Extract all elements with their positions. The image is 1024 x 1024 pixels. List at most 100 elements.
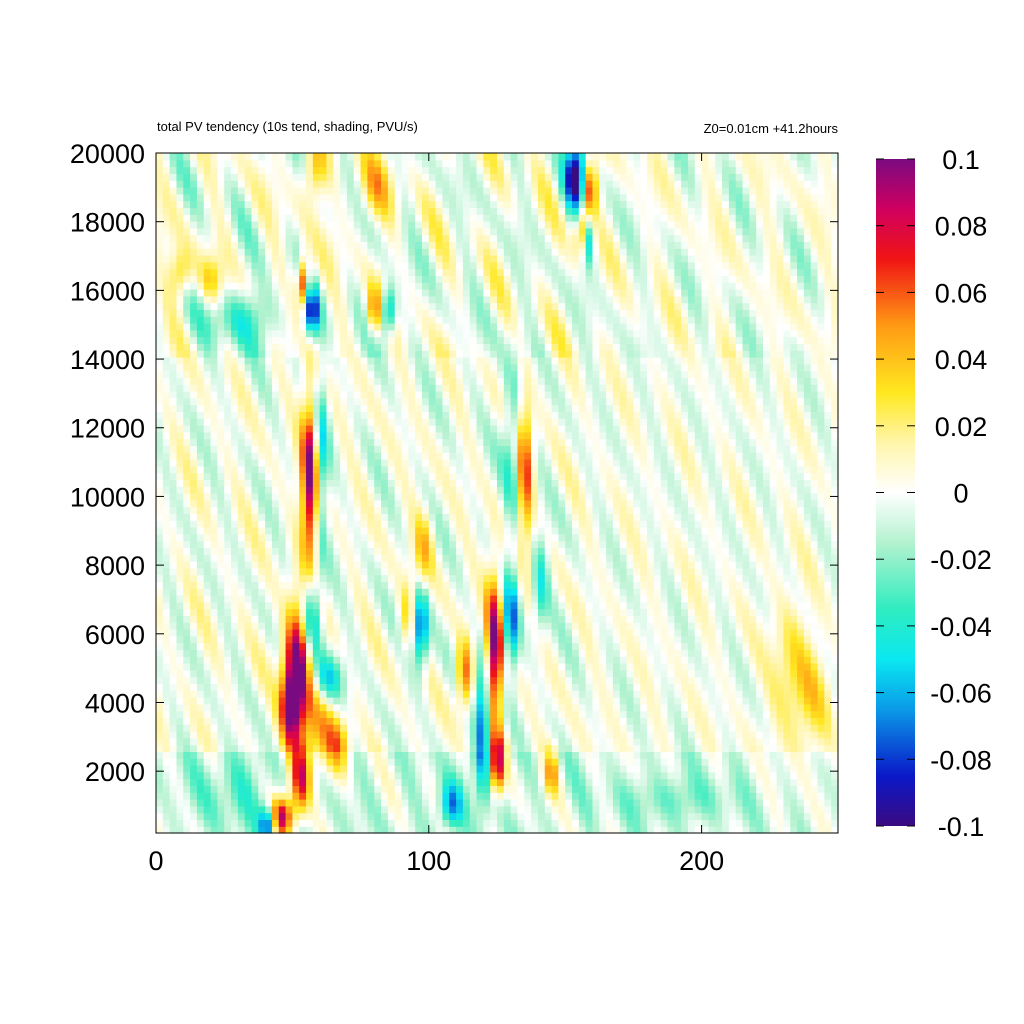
heatmap-cell [537,792,546,800]
heatmap-cell [299,533,307,542]
heatmap-cell [742,513,750,521]
heatmap-cell [428,642,437,650]
heatmap-cell [442,574,450,582]
heatmap-cell [769,574,778,582]
heatmap-cell [435,493,444,501]
heatmap-cell [674,588,682,596]
heatmap-cell [292,588,300,596]
heatmap-cell [694,513,703,521]
heatmap-cell [578,703,587,712]
heatmap-cell [544,554,553,562]
heatmap-cell [769,649,778,657]
heatmap-cell [749,669,757,678]
heatmap-cell [565,690,573,698]
heatmap-cell [156,697,164,705]
heatmap-cell [749,567,757,576]
heatmap-cell [817,792,825,800]
heatmap-cell [271,649,280,657]
heatmap-cell [319,792,328,800]
heatmap-cell [387,812,396,820]
heatmap-cell [394,547,403,555]
heatmap-cell [653,690,662,698]
heatmap-cell [449,819,457,827]
heatmap-cell [483,527,491,535]
heatmap-cell [299,520,307,528]
heatmap-cell [565,574,573,582]
heatmap-cell [353,799,362,807]
heatmap-cell [797,622,805,630]
heatmap-cell [285,785,293,793]
heatmap-cell [565,567,573,576]
heatmap-cell [271,758,280,766]
heatmap-cell [490,785,498,793]
heatmap-cell [722,567,730,576]
heatmap-cell [578,812,587,820]
heatmap-cell [701,724,710,732]
heatmap-cell [810,717,819,725]
heatmap-cell [456,819,464,827]
heatmap-cell [565,663,573,671]
heatmap-cell [251,601,259,610]
heatmap-cell [442,819,450,827]
heatmap-cell [326,615,334,623]
heatmap-cell [824,629,832,637]
heatmap-cell [183,547,191,555]
heatmap-cell [340,513,348,521]
heatmap-cell [224,533,232,542]
heatmap-cell [735,649,744,657]
heatmap-cell [503,506,512,514]
heatmap-cell [367,703,375,712]
heatmap-cell [435,717,444,725]
heatmap-cell [271,710,280,718]
heatmap-cell [769,622,778,630]
heatmap-cell [319,765,328,773]
heatmap-cell [701,499,710,508]
heatmap-cell [606,744,614,752]
heatmap-cell [394,731,403,739]
heatmap-cell [599,758,607,766]
heatmap-cell [708,540,716,548]
heatmap-cell [306,731,314,739]
heatmap-cell [346,581,355,589]
heatmap-cell [210,540,218,548]
heatmap-cell [551,527,559,535]
heatmap-cell [633,615,641,623]
heatmap-cell [517,744,525,752]
heatmap-cell [790,601,798,610]
heatmap-cell [667,683,675,691]
heatmap-cell [278,744,287,752]
heatmap-cell [708,547,716,555]
heatmap-cell [653,574,662,582]
heatmap-cell [162,608,171,616]
heatmap-cell [408,574,416,582]
heatmap-cell [592,717,600,725]
heatmap-cell [469,561,478,569]
heatmap-cell [728,771,737,780]
heatmap-cell [783,771,791,780]
heatmap-cell [401,554,409,562]
heatmap-cell [387,758,396,766]
heatmap-cell [265,799,273,807]
heatmap-cell [442,703,450,712]
heatmap-cell [360,629,369,637]
heatmap-cell [271,669,280,678]
heatmap-cell [271,683,280,691]
heatmap-cell [824,601,832,610]
heatmap-cell [333,601,341,610]
heatmap-cell [531,792,539,800]
heatmap-cell [381,690,389,698]
heatmap-cell [824,724,832,732]
heatmap-cell [285,771,293,780]
heatmap-cell [606,608,614,616]
heatmap-cell [462,642,471,650]
heatmap-cell [790,710,798,718]
heatmap-cell [633,676,641,684]
heatmap-cell [653,533,662,542]
heatmap-cell [544,799,553,807]
heatmap-cell [421,520,430,528]
heatmap-cell [510,506,519,514]
heatmap-cell [810,581,819,589]
heatmap-cell [421,493,430,501]
heatmap-cell [510,635,519,644]
heatmap-cell [524,703,532,712]
